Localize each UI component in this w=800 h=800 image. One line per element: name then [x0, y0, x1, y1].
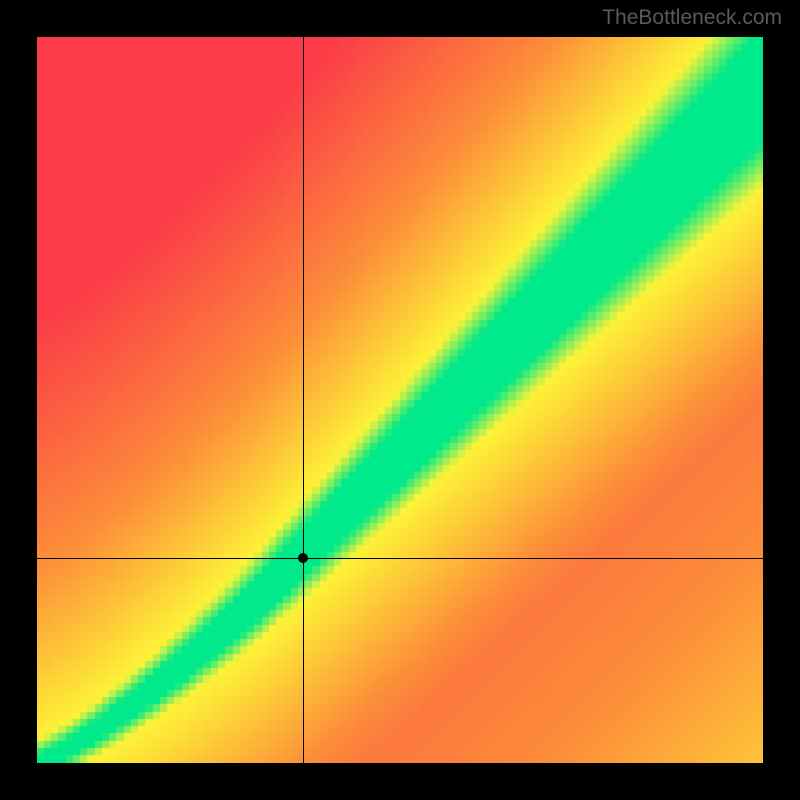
watermark-text: TheBottleneck.com — [602, 6, 782, 30]
crosshair-horizontal — [37, 558, 763, 559]
heatmap-canvas — [37, 37, 763, 763]
heatmap-plot — [37, 37, 763, 763]
marker-dot — [298, 553, 308, 563]
crosshair-vertical — [303, 37, 304, 763]
